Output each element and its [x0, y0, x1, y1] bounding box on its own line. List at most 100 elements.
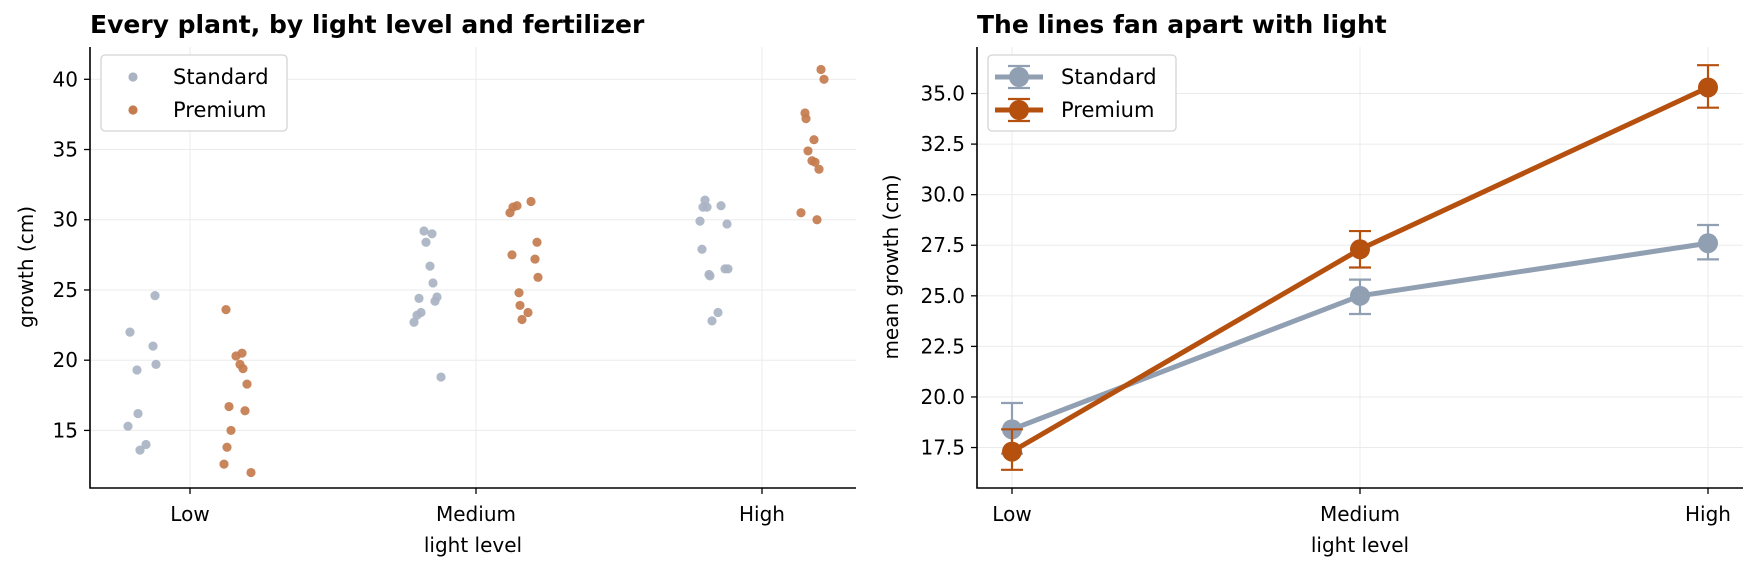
xtick-label-medium: Medium: [1320, 502, 1400, 526]
point-premium-low: [226, 425, 236, 436]
line-panel: The lines fan apart with light 17.5 20.0 2…: [879, 10, 1743, 557]
point-standard-low: [135, 445, 145, 455]
ytick-label: 17.5: [920, 436, 965, 460]
marker-standard-medium: [1350, 285, 1370, 306]
legend-marker-standard-line: [995, 64, 1043, 90]
point-premium-high: [814, 164, 824, 174]
point-premium-high: [803, 146, 813, 156]
ytick-label: 20.0: [920, 385, 965, 409]
ytick-label: 22.5: [920, 334, 965, 358]
panel1-points: [123, 64, 829, 478]
point-standard-low: [148, 341, 158, 351]
ytick-label: 25: [53, 278, 78, 302]
ytick-label: 30.0: [920, 183, 965, 207]
point-standard-medium: [428, 278, 438, 288]
marker-standard-high: [1698, 233, 1718, 254]
panel1-title: Every plant, by light level and fertiliz…: [90, 10, 645, 39]
panel2-ylabel: mean growth (cm): [879, 174, 903, 359]
point-standard-low: [150, 290, 160, 301]
point-standard-medium: [419, 226, 429, 236]
point-premium-high: [801, 114, 811, 124]
point-standard-low: [125, 327, 135, 337]
point-premium-medium: [526, 196, 536, 207]
point-standard-high: [716, 201, 726, 211]
point-standard-high: [695, 216, 705, 226]
panel2-axes: [976, 47, 1743, 489]
point-standard-medium: [427, 229, 437, 239]
ytick-label: 15: [53, 418, 78, 442]
point-standard-low: [132, 365, 142, 375]
marker-premium-low: [1002, 441, 1022, 462]
panel2-title: The lines fan apart with light: [977, 10, 1387, 39]
point-premium-low: [222, 442, 232, 452]
point-standard-medium: [409, 317, 419, 327]
point-premium-high: [812, 215, 822, 225]
point-standard-medium: [430, 296, 440, 306]
ytick-label: 32.5: [920, 132, 965, 156]
point-premium-low: [238, 364, 248, 374]
ytick-label: 35.0: [920, 82, 965, 106]
ytick-label: 20: [53, 348, 78, 372]
point-premium-low: [224, 401, 234, 412]
point-premium-high: [809, 135, 819, 145]
panel2-ticks: 17.5 20.0 22.5 25.0 27.5 30.0 32.5 35.0 Low Mediu…: [920, 82, 1731, 526]
point-standard-medium: [425, 261, 435, 271]
legend-marker-premium: [128, 105, 138, 115]
point-premium-medium: [507, 250, 517, 260]
panel2-series: [1001, 64, 1719, 471]
legend-marker-premium-line: [995, 97, 1043, 123]
legend-marker: [1009, 67, 1029, 87]
point-premium-medium: [514, 288, 524, 298]
xtick-label-medium: Medium: [436, 502, 516, 526]
point-standard-medium: [421, 237, 431, 247]
point-premium-low: [240, 406, 250, 416]
point-premium-medium: [517, 314, 527, 325]
marker-premium-high: [1698, 77, 1718, 98]
legend-marker: [1009, 100, 1029, 120]
panel1-ylabel: growth (cm): [14, 206, 38, 328]
point-premium-medium: [505, 208, 515, 218]
point-standard-low: [133, 408, 143, 419]
ytick-label: 35: [53, 138, 78, 162]
legend-label-premium: Premium: [1061, 98, 1154, 122]
legend-label-premium: Premium: [173, 98, 266, 122]
point-standard-high: [698, 202, 708, 212]
point-premium-medium: [515, 300, 525, 311]
point-standard-low: [141, 439, 151, 450]
point-premium-low: [246, 467, 256, 478]
point-premium-low: [231, 351, 241, 361]
panel2-legend: Standard Premium: [987, 54, 1177, 132]
ytick-label: 40: [53, 67, 78, 91]
xtick-label-low: Low: [992, 502, 1031, 526]
panel1-legend-box: [100, 54, 288, 132]
legend-label-standard: Standard: [173, 65, 269, 89]
scatter-panel: Every plant, by light level and fertiliz…: [14, 10, 856, 557]
marker-premium-medium: [1350, 239, 1370, 260]
point-premium-medium: [533, 272, 543, 282]
point-standard-high: [713, 307, 723, 318]
point-premium-high: [810, 157, 820, 167]
ytick-label: 25.0: [920, 284, 965, 308]
point-premium-low: [242, 379, 252, 389]
xtick-label-low: Low: [170, 502, 209, 526]
point-standard-low: [123, 421, 133, 431]
ytick-label: 27.5: [920, 233, 965, 257]
panel2-xlabel: light level: [1311, 533, 1409, 557]
panel1-ticks: 15 20 25 30 35 40 Low Medium High: [53, 67, 785, 526]
point-standard-medium: [412, 310, 422, 320]
panel1-legend: Standard Premium: [100, 54, 288, 132]
point-premium-high: [819, 74, 829, 84]
point-standard-high: [705, 271, 715, 281]
point-standard-medium: [414, 293, 424, 303]
panel1-axes: [89, 47, 856, 489]
point-premium-low: [221, 305, 231, 315]
xtick-label-high: High: [739, 502, 785, 526]
point-premium-high: [796, 208, 806, 218]
point-premium-medium: [530, 254, 540, 264]
point-standard-high: [707, 316, 717, 326]
legend-label-standard: Standard: [1061, 65, 1157, 89]
point-premium-high: [816, 64, 826, 75]
point-premium-medium: [532, 237, 542, 247]
point-premium-low: [219, 459, 229, 469]
xtick-label-high: High: [1685, 502, 1731, 526]
